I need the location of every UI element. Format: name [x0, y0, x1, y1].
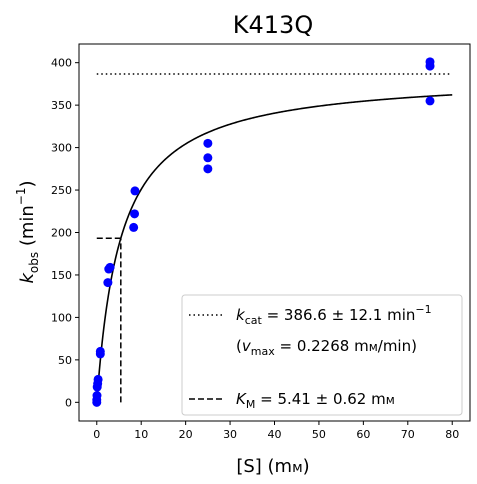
chart-title: K413Q [233, 11, 313, 39]
legend-box [181, 294, 463, 416]
data-point [203, 164, 213, 174]
data-point [103, 278, 113, 288]
x-tick-label: 10 [134, 428, 148, 441]
data-point [92, 391, 102, 401]
x-tick-label: 40 [268, 428, 282, 441]
data-point [203, 153, 213, 163]
x-tick-label: 50 [312, 428, 326, 441]
fit-curve [95, 94, 453, 403]
x-tick-label: 20 [179, 428, 193, 441]
fit-layer [95, 73, 453, 403]
y-tick-label: 150 [51, 269, 72, 282]
y-tick-label: 0 [65, 396, 72, 409]
y-tick-label: 200 [51, 227, 72, 240]
x-tick-label: 0 [93, 428, 100, 441]
y-tick-label: 400 [51, 57, 72, 70]
x-tick-label: 80 [445, 428, 459, 441]
data-point [130, 186, 140, 196]
data-point [425, 96, 435, 106]
y-tick-label: 100 [51, 311, 72, 324]
x-tick-label: 30 [223, 428, 237, 441]
legend-vmax-label: (vmax = 0.2268 mм/min) [236, 337, 417, 358]
data-point [129, 222, 139, 232]
legend-kcat-label: kcat = 386.6 ± 12.1 min−1 [236, 303, 432, 327]
data-point [425, 57, 435, 67]
x-tick-label: 70 [401, 428, 415, 441]
x-axis-label: [S] (mм) [236, 456, 309, 477]
y-tick-label: 300 [51, 142, 72, 155]
data-point [105, 262, 115, 272]
legend-km-label: KM = 5.41 ± 0.62 mм [236, 390, 395, 411]
data-point [203, 138, 213, 148]
x-tick-label: 60 [356, 428, 370, 441]
y-tick-label: 350 [51, 99, 72, 112]
y-tick-label: 250 [51, 184, 72, 197]
data-point [95, 346, 105, 356]
data-points [92, 57, 435, 407]
y-axis-label: kobs (min−1) [14, 180, 41, 283]
data-point [93, 374, 103, 384]
axis-ticks: 0 10 20 30 40 50 60 70 80 0 50 100 150 200 250 300 350 40… [51, 57, 459, 441]
y-tick-label: 50 [58, 354, 72, 367]
legend: kcat = 386.6 ± 12.1 min−1 (vmax = 0.2268… [181, 294, 463, 416]
data-point [130, 209, 140, 219]
